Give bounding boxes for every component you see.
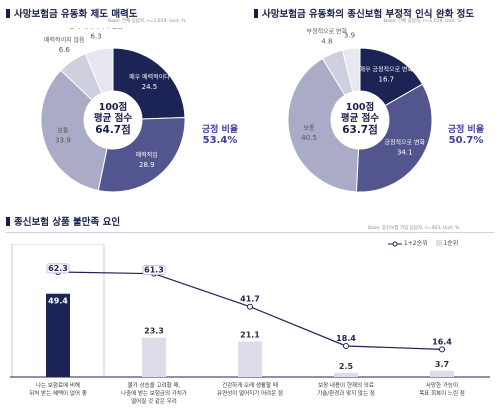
legend-item-top1: 1순위: [443, 240, 459, 247]
slice-value: 40.5: [301, 134, 317, 142]
bar: [46, 293, 70, 377]
slice-value: 4.8: [321, 38, 332, 46]
positive-ratio-1: 긍정 비율 53.4%: [192, 122, 248, 146]
chart1-title: 사망보험금 유동화 제도 매력도: [6, 6, 138, 20]
bar-value: 49.4: [48, 297, 68, 306]
bar-value: 2.5: [339, 362, 354, 371]
positive-ratio-label: 긍정 비율: [201, 125, 239, 135]
slice-value: 6.3: [91, 33, 102, 41]
positive-ratio-2: 긍정 비율 50.7%: [438, 122, 494, 146]
slice-label: 매력적이지 않음: [44, 36, 85, 44]
title-marker: [6, 217, 10, 226]
bar: [430, 370, 454, 377]
dissatisfaction-chart: 49.4 23.3 21.1 2.5 3.7 62.3 61.3 41.7 18.4 16.4 나는…: [10, 244, 490, 405]
bar: [238, 341, 262, 377]
center-text: 100점: [99, 101, 128, 113]
line-value-bubble: [142, 265, 166, 275]
bar: [142, 337, 166, 377]
slice-label: 매력적임: [136, 151, 158, 159]
chart1-note: Base: 전체 응답자, n=1,019, Unit: %: [108, 19, 186, 24]
line-value: 62.3: [48, 264, 68, 273]
donut-chart-1: 매우 매력적이다 24.5 매력적임 28.9 보통 33.9 매력적이지 않음 6.6 전혀 …: [40, 28, 186, 193]
slice-value: 34.1: [397, 148, 413, 156]
chart3-note: Base: 종신보험 가입 응답자, n=403, Unit: %: [368, 226, 460, 231]
line-point: [247, 303, 253, 310]
category-label: 떨어질 것 같은 우려: [131, 397, 177, 405]
slice-label: 전혀 매력적이지 않음: [69, 28, 123, 31]
donut-slice: [355, 83, 433, 193]
slice-label: 부정적으로 변화: [307, 28, 348, 36]
line-value: 18.4: [336, 334, 356, 343]
slice-label: 매우 긍정적으로 변화: [360, 66, 414, 74]
bar-value: 21.1: [240, 330, 260, 339]
category-label: 뒤처 받는 혜택이 없어 좋: [29, 389, 87, 397]
donut-slice: [84, 47, 114, 94]
line-value: 61.3: [144, 266, 164, 275]
slice-value: 28.9: [139, 161, 155, 169]
donut-chart-2: 매우 긍정적으로 변화 16.7 긍정적으로 변화 34.1 보통 40.5 부정적으로 변…: [287, 28, 433, 193]
slice-value: 16.7: [379, 76, 395, 84]
line-value: 41.7: [240, 295, 260, 304]
line-value-bubble: [46, 263, 70, 274]
positive-ratio-label: 긍정 비율: [447, 125, 485, 135]
category-label: 나중에 받는 보험금의 가치가: [121, 389, 187, 397]
line-value: 16.4: [432, 337, 452, 346]
slice-value: 24.5: [142, 83, 158, 91]
legend-bar-marker: [435, 240, 442, 246]
slice-label: 보통: [304, 125, 316, 132]
center-text: 평균 점수: [341, 112, 380, 124]
slice-label: 보통: [57, 128, 69, 135]
slice-label: 긍정적으로 변화: [384, 138, 425, 146]
chart3-legend: 1+2순위 1순위: [388, 238, 458, 247]
center-text: 63.7점: [342, 124, 378, 136]
category-label: 유연성이 떨어지기 어려운 점: [217, 389, 283, 397]
title-marker: [254, 9, 258, 18]
bar-value: 23.3: [144, 327, 164, 336]
donut-slice: [97, 117, 186, 193]
positive-ratio-value: 50.7%: [448, 135, 484, 146]
category-label: 보장 내용이 현재의 의료: [318, 381, 374, 389]
bar-value: 3.7: [435, 360, 449, 369]
center-text: 평균 점수: [94, 112, 133, 124]
legend-item-top2: 1+2순위: [403, 240, 428, 247]
chart3-title: 종신보험 상품 불만족 요인: [6, 214, 120, 228]
legend-line-marker: [388, 241, 402, 246]
donut-slice: [287, 57, 360, 193]
center-text: 100점: [346, 101, 375, 113]
title-marker: [6, 9, 10, 18]
center-text: 64.7점: [95, 124, 131, 136]
positive-ratio-value: 53.4%: [202, 135, 238, 146]
category-label: 건강하게 오래 생활할 때: [222, 381, 278, 389]
donut-slice: [112, 47, 186, 120]
section-divider: [6, 232, 494, 233]
line-point: [439, 346, 445, 353]
donut-slice: [40, 69, 108, 192]
line-point: [343, 342, 349, 349]
category-label: 나는 보험료에 비해: [36, 381, 80, 389]
slice-value: 33.9: [55, 137, 71, 145]
chart2-title: 사망보험금 유동화의 종신보험 부정적 인식 완화 정도: [254, 6, 474, 20]
category-label: 물가 상승을 고려할 때,: [128, 381, 181, 389]
bar: [334, 372, 358, 377]
category-label: 사망한 가능이: [426, 381, 458, 389]
slice-value: 3.9: [344, 32, 355, 40]
donut-slice: [341, 47, 361, 93]
chart2-note: Base: 전체 응답자, n=1,019, Unit: %: [384, 19, 462, 24]
category-label: 기술/환경과 맞지 않는 점: [317, 389, 375, 397]
slice-label: 매우 매력적이다: [129, 73, 170, 81]
slice-value: 6.6: [59, 46, 71, 54]
category-label: 목표 회복이 느린 점: [419, 389, 465, 397]
slice-label: 매우 부정적으로 변화: [323, 28, 377, 30]
